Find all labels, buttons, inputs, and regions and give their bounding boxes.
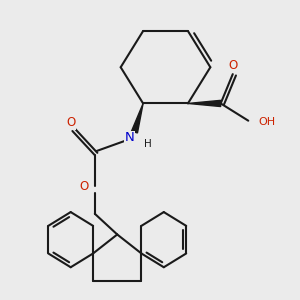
- Polygon shape: [131, 103, 143, 133]
- Text: O: O: [80, 180, 89, 193]
- Text: H: H: [144, 139, 152, 149]
- Text: O: O: [229, 59, 238, 72]
- Text: N: N: [124, 131, 134, 144]
- Polygon shape: [188, 100, 221, 106]
- Text: OH: OH: [258, 117, 275, 128]
- Text: O: O: [66, 116, 75, 129]
